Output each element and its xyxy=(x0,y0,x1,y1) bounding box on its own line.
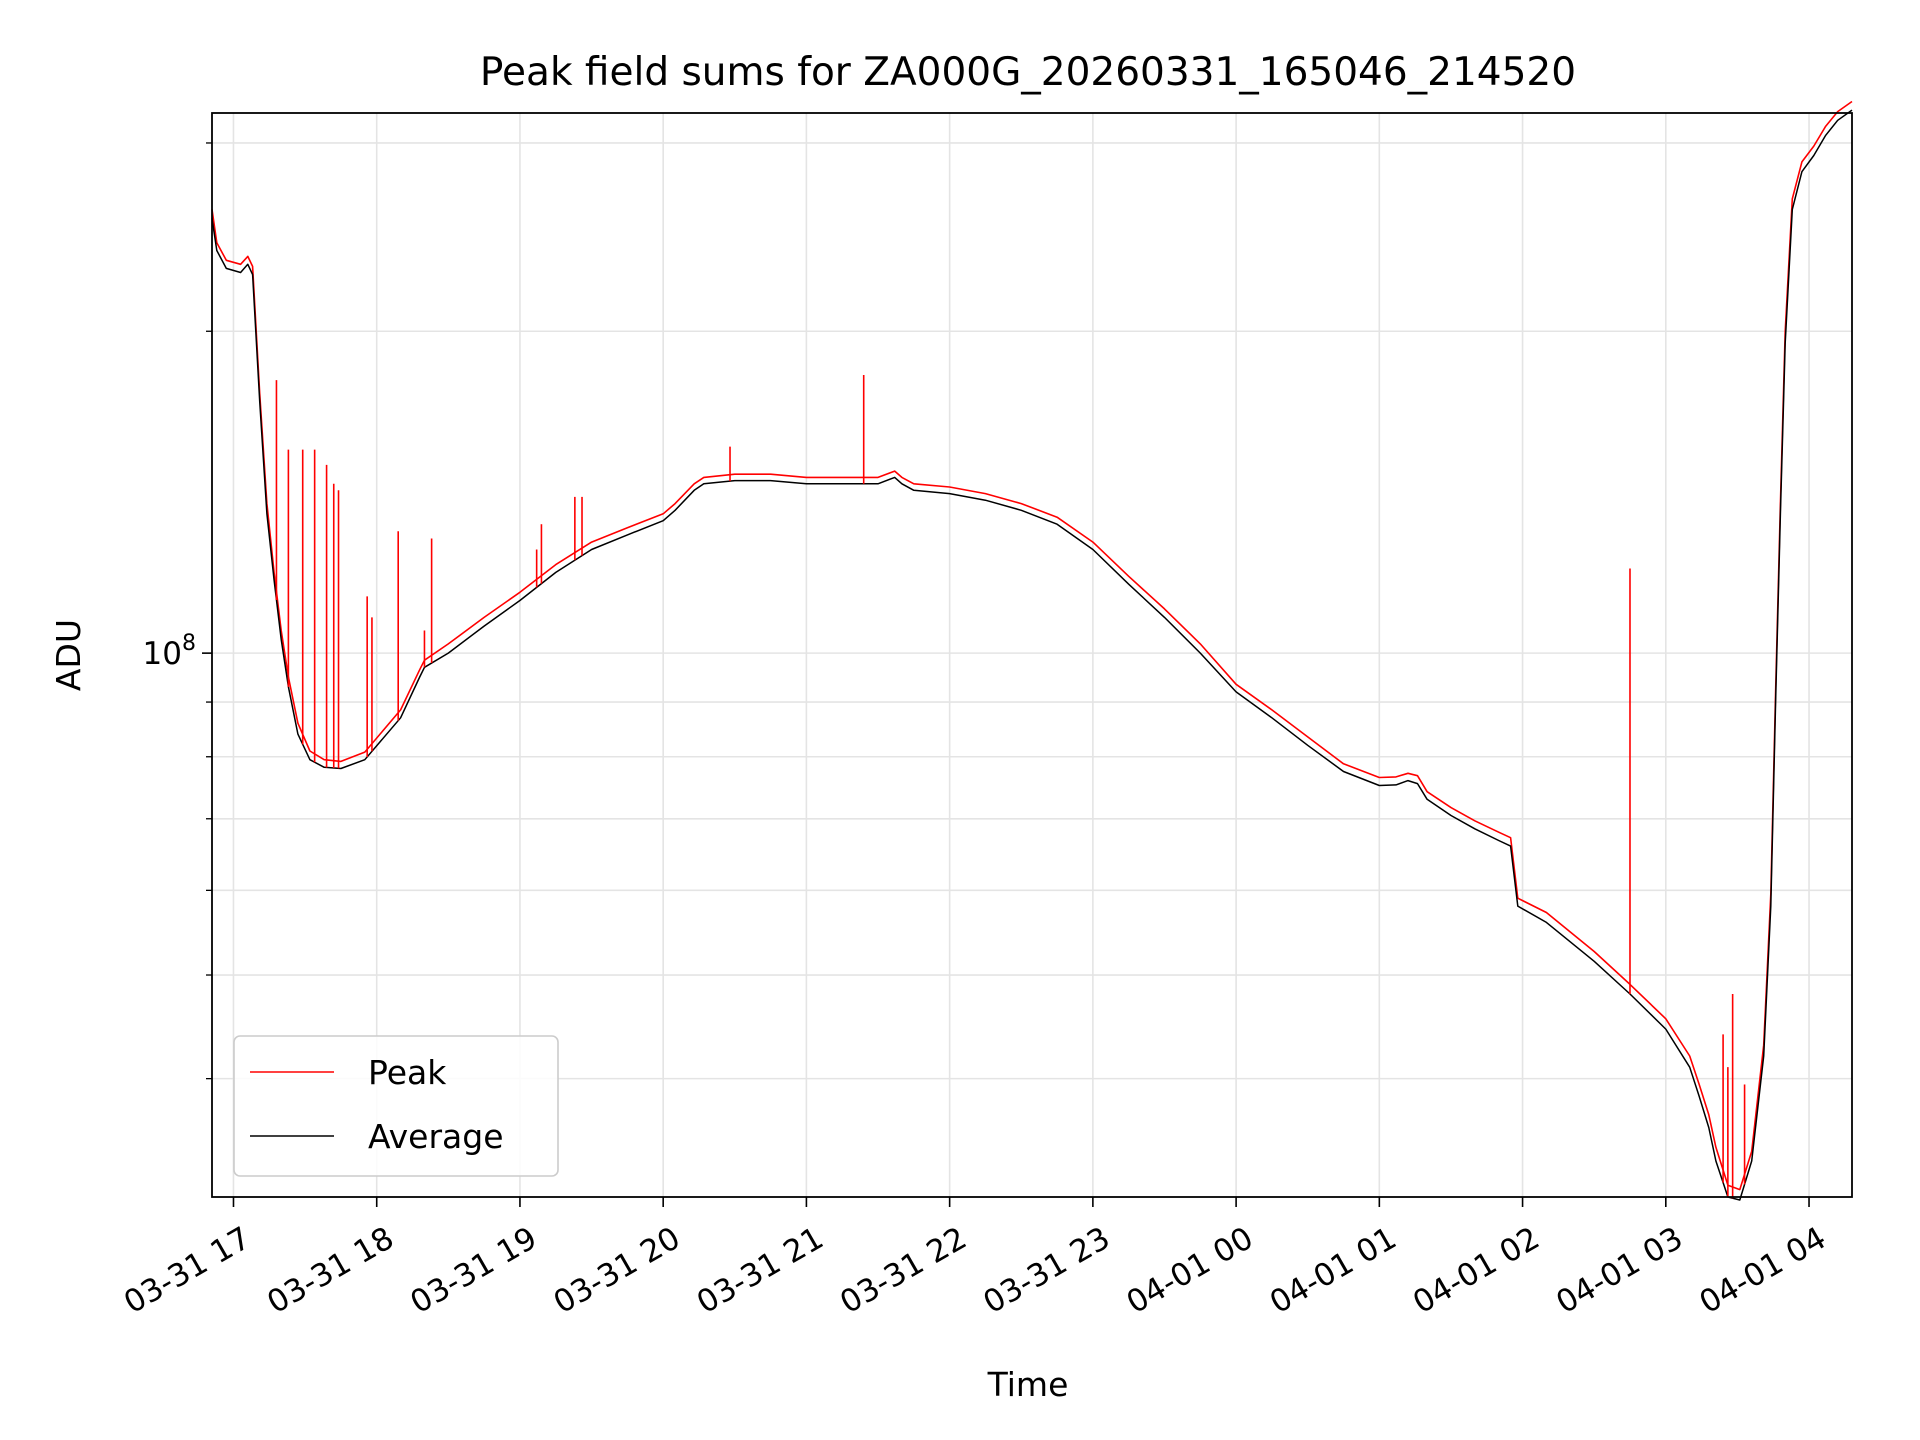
x-axis-label: Time xyxy=(987,1365,1069,1404)
plot-frame xyxy=(211,112,1853,1198)
series-line-average xyxy=(211,109,1853,1201)
legend-label-average: Average xyxy=(368,1117,504,1156)
legend-label-peak: Peak xyxy=(368,1053,447,1092)
series-line-peak xyxy=(211,100,1853,1191)
grid xyxy=(212,113,1852,1197)
legend: Peak Average xyxy=(233,1035,559,1177)
legend-box xyxy=(233,1035,559,1177)
chart-title: Peak field sums for ZA000G_20260331_1650… xyxy=(480,50,1576,95)
y-axis-label: ADU xyxy=(49,619,88,691)
y-tick-label: 108 xyxy=(143,631,196,672)
series-layer xyxy=(211,100,1853,1201)
